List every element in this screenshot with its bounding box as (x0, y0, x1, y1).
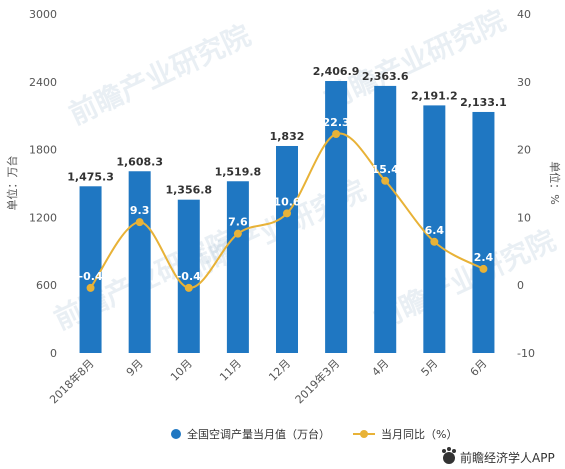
bear-paw-icon (442, 447, 456, 464)
line-data-label: 15.4 (372, 163, 399, 176)
left-axis-title: 单位：万台 (5, 156, 19, 211)
x-axis-tick: 4月 (369, 357, 391, 379)
line-point (430, 237, 439, 246)
line-point (86, 283, 95, 292)
line-point (479, 264, 488, 273)
bar-data-label: 1,608.3 (116, 155, 163, 168)
x-axis-tick: 9月 (124, 357, 146, 379)
line-series (86, 130, 488, 292)
line-data-label: 9.3 (130, 204, 150, 217)
right-axis-tick: 10 (517, 211, 531, 224)
brand-text: 前瞻经济学人APP (460, 450, 555, 465)
x-axis-tick: 6月 (468, 357, 490, 379)
bar (374, 85, 397, 353)
bar (177, 199, 200, 353)
bar (128, 171, 151, 353)
line-data-label: -0.4 (79, 270, 103, 283)
brand: 前瞻经济学人APP (442, 447, 555, 465)
line-data-label: 10.6 (273, 195, 300, 208)
bar-data-label: 2,133.1 (460, 96, 507, 109)
line-data-label: 22.3 (323, 116, 350, 129)
left-axis-ticks: 0 600 1200 1800 2400 3000 (29, 8, 57, 360)
line-point (233, 229, 242, 238)
x-axis-tick: 2019年3月 (292, 356, 342, 406)
line-data-labels: -0.4 9.3 -0.4 7.6 10.6 22.3 15.4 6.4 2.4 (79, 116, 494, 283)
line-data-label: 6.4 (425, 224, 445, 237)
bar-data-label: 1,519.8 (215, 165, 262, 178)
bar (226, 181, 249, 353)
bar (79, 186, 102, 353)
bar (325, 81, 348, 354)
left-axis-tick: 600 (36, 279, 57, 292)
left-axis-tick: 0 (50, 347, 57, 360)
bar-data-label: 1,475.3 (67, 170, 114, 183)
line-data-label: 2.4 (474, 251, 494, 264)
watermark: 前瞻产业研究院 (369, 224, 561, 337)
bar-data-label: 1,832 (270, 130, 305, 143)
line-point (184, 283, 193, 292)
right-axis-tick: 0 (517, 279, 524, 292)
line-point (135, 218, 144, 227)
x-axis-ticks: 2018年8月 9月 10月 11月 12月 2019年3月 4月 5月 6月 (46, 356, 489, 406)
x-axis-tick: 11月 (217, 357, 244, 384)
left-axis-tick: 1800 (29, 144, 57, 157)
legend-line-label: 当月同比（%） (381, 427, 457, 441)
right-axis-title: 单位：% (548, 161, 562, 204)
bar (276, 145, 298, 353)
bar-data-label: 2,363.6 (362, 70, 409, 83)
bar-data-label: 2,406.9 (313, 65, 360, 78)
right-axis-tick: 40 (517, 8, 531, 21)
right-axis-tick: 20 (517, 144, 531, 157)
x-axis-tick: 2018年8月 (46, 356, 96, 406)
bar (423, 105, 446, 353)
left-axis-tick: 2400 (29, 76, 57, 89)
bar-data-label: 2,191.2 (411, 89, 458, 102)
line-data-label: 7.6 (228, 216, 248, 229)
line-data-label: -0.4 (177, 270, 201, 283)
x-axis-tick: 10月 (168, 357, 195, 384)
bar (472, 111, 495, 353)
left-axis-tick: 1200 (29, 211, 57, 224)
bar-data-labels: 1,475.31,608.3 1,356.81,519.8 1,832 2,406.9… (67, 65, 507, 197)
legend-line-marker (360, 430, 368, 438)
left-axis-tick: 3000 (29, 8, 57, 21)
right-axis-ticks: -10 0 10 20 30 40 (517, 8, 535, 360)
legend-bar-swatch (171, 429, 181, 439)
bar-data-label: 1,356.8 (165, 184, 212, 197)
right-axis-tick: 30 (517, 76, 531, 89)
watermark: 前瞻产业研究院 (64, 19, 256, 132)
line-point (283, 209, 291, 218)
x-axis-tick: 12月 (266, 357, 293, 384)
line-point (332, 130, 341, 139)
bar-series (79, 81, 495, 354)
x-axis-tick: 5月 (419, 357, 441, 379)
legend: 全国空调产量当月值（万台） 当月同比（%） (171, 427, 457, 441)
right-axis-tick: -10 (517, 347, 535, 360)
line-point (381, 176, 390, 185)
legend-bar-label: 全国空调产量当月值（万台） (187, 427, 330, 441)
